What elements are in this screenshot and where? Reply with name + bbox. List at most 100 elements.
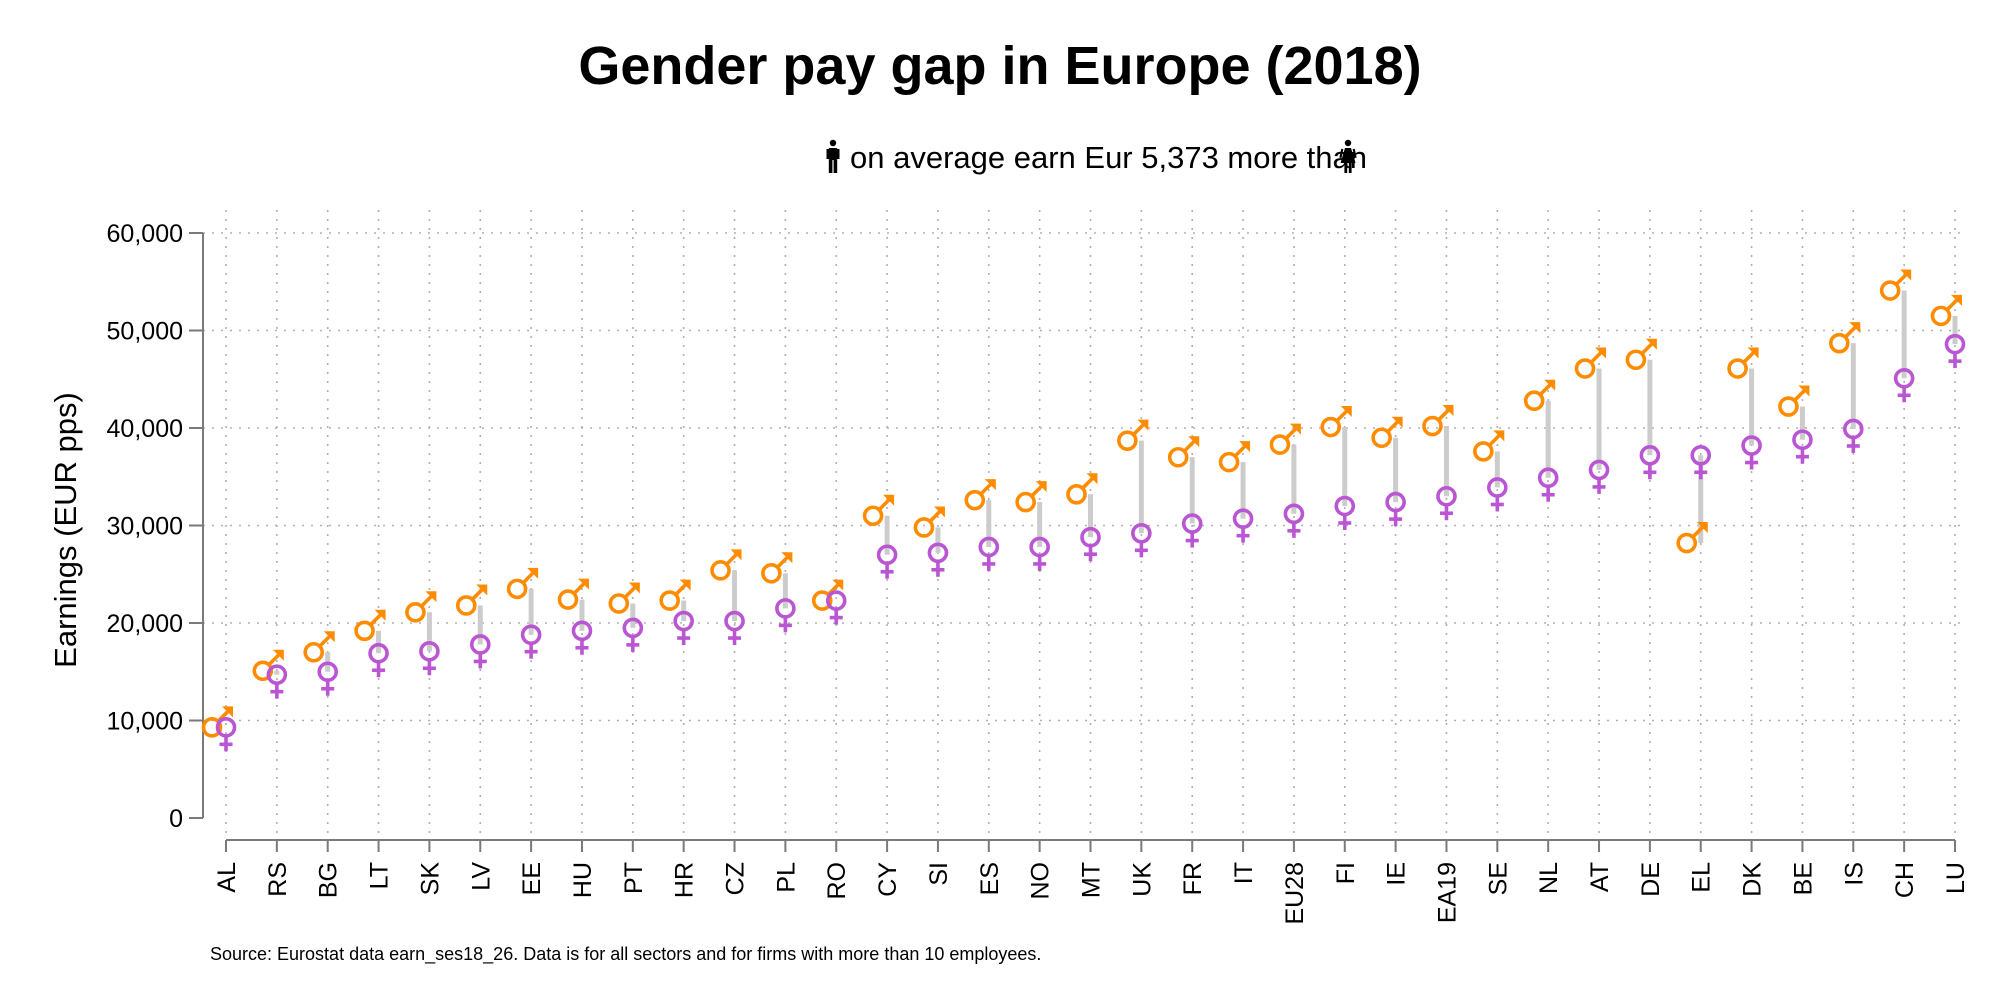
male-markers bbox=[201, 269, 1962, 738]
male-arrow-shaft bbox=[572, 581, 587, 595]
male-arrow-head bbox=[1391, 416, 1403, 428]
male-ring bbox=[1422, 415, 1443, 437]
female-ring bbox=[1080, 526, 1101, 548]
female-ring bbox=[368, 642, 389, 664]
male-marker bbox=[1625, 338, 1657, 371]
male-marker bbox=[1015, 481, 1047, 513]
male-arrow-head bbox=[730, 549, 742, 561]
female-marker bbox=[673, 610, 694, 646]
female-marker bbox=[1690, 444, 1712, 480]
male-arrow-shaft bbox=[1132, 422, 1146, 436]
male-ring bbox=[506, 578, 528, 600]
female-marker bbox=[1029, 536, 1050, 571]
male-marker bbox=[557, 578, 589, 610]
male-marker bbox=[913, 506, 945, 538]
male-arrow-shaft bbox=[979, 481, 994, 496]
male-marker bbox=[1218, 441, 1251, 473]
male-arrow-head bbox=[577, 578, 589, 590]
male-marker bbox=[1117, 419, 1149, 451]
male-arrow-head bbox=[781, 552, 793, 564]
female-marker bbox=[775, 598, 796, 633]
x-tick-label: LV bbox=[467, 862, 495, 891]
male-arrow-shaft bbox=[420, 594, 434, 608]
male-arrow-shaft bbox=[267, 652, 282, 667]
female-ring bbox=[215, 717, 237, 738]
x-tick-label: EA19 bbox=[1433, 862, 1461, 923]
male-arrow-shaft bbox=[521, 570, 536, 585]
female-marker bbox=[1131, 522, 1152, 558]
x-tick-label: ES bbox=[976, 862, 1004, 895]
male-marker bbox=[1371, 416, 1403, 449]
male-marker bbox=[608, 582, 640, 614]
male-ring bbox=[761, 562, 782, 584]
male-arrow-shaft bbox=[776, 555, 790, 569]
male-arrow-shaft bbox=[1742, 350, 1756, 364]
x-tick-label: PL bbox=[772, 862, 800, 893]
female-marker bbox=[469, 634, 491, 669]
male-arrow-head bbox=[374, 609, 386, 621]
x-tick-label: DK bbox=[1739, 862, 1767, 897]
x-tick-label: MT bbox=[1078, 862, 1106, 898]
male-arrow-head bbox=[1798, 385, 1810, 397]
male-arrow-head bbox=[1747, 347, 1759, 359]
male-ring bbox=[1218, 451, 1240, 473]
female-ring bbox=[622, 617, 644, 639]
subtitle-text: on average earn Eur 5,373 more than bbox=[850, 140, 1367, 175]
female-ring bbox=[1893, 367, 1915, 389]
source-note: Source: Eurostat data earn_ses18_26. Dat… bbox=[210, 944, 1041, 965]
male-arrow-head bbox=[1696, 522, 1708, 534]
x-tick-label: PT bbox=[620, 862, 648, 894]
male-arrow-shaft bbox=[1437, 407, 1451, 422]
male-marker bbox=[455, 584, 488, 616]
male-arrow-shaft bbox=[1894, 272, 1909, 286]
male-arrow-shaft bbox=[725, 552, 739, 566]
male-arrow-shaft bbox=[1844, 324, 1858, 339]
x-tick-label: NO bbox=[1027, 862, 1055, 900]
male-marker bbox=[1523, 379, 1556, 412]
male-arrow-head bbox=[1239, 441, 1251, 453]
male-arrow-head bbox=[628, 582, 640, 594]
female-marker bbox=[1232, 508, 1254, 543]
male-arrow-head bbox=[222, 706, 233, 718]
x-tick-label: UK bbox=[1128, 862, 1156, 897]
female-marker bbox=[1537, 467, 1559, 502]
female-marker bbox=[571, 620, 593, 655]
x-tick-label: FI bbox=[1332, 862, 1360, 884]
female-marker bbox=[1639, 444, 1661, 480]
female-ring bbox=[1487, 477, 1508, 498]
male-ring bbox=[1727, 358, 1748, 379]
male-arrow-shaft bbox=[1182, 438, 1197, 453]
male-arrow-head bbox=[1544, 379, 1556, 391]
male-ring bbox=[1778, 396, 1799, 417]
female-ring bbox=[876, 544, 898, 566]
male-arrow-shaft bbox=[1640, 341, 1655, 356]
female-marker bbox=[1792, 429, 1813, 464]
male-marker bbox=[506, 567, 539, 600]
male-arrow-shaft bbox=[470, 587, 485, 601]
x-tick-label: SI bbox=[925, 862, 953, 886]
male-marker bbox=[1269, 423, 1301, 455]
male-ring bbox=[1015, 491, 1036, 513]
male-ring bbox=[354, 620, 375, 642]
x-tick-label: CY bbox=[874, 862, 902, 897]
male-arrow-head bbox=[1086, 473, 1098, 485]
male-marker bbox=[862, 494, 895, 527]
female-ring bbox=[927, 542, 949, 564]
female-marker bbox=[1588, 459, 1610, 494]
female-ring bbox=[1588, 459, 1610, 481]
male-arrow-head bbox=[883, 494, 895, 506]
female-marker bbox=[825, 590, 847, 625]
x-tick-label: IT bbox=[1230, 862, 1258, 884]
man-icon bbox=[826, 139, 840, 173]
female-marker bbox=[1741, 435, 1762, 470]
male-arrow-head bbox=[1900, 269, 1912, 281]
female-ring bbox=[978, 536, 1000, 558]
female-ring bbox=[1436, 485, 1457, 507]
male-arrow-shaft bbox=[1081, 476, 1095, 490]
male-arrow-head bbox=[425, 591, 437, 603]
male-ring bbox=[608, 593, 630, 614]
male-arrow-head bbox=[933, 506, 945, 518]
male-ring bbox=[1320, 416, 1342, 438]
male-ring bbox=[862, 505, 884, 527]
